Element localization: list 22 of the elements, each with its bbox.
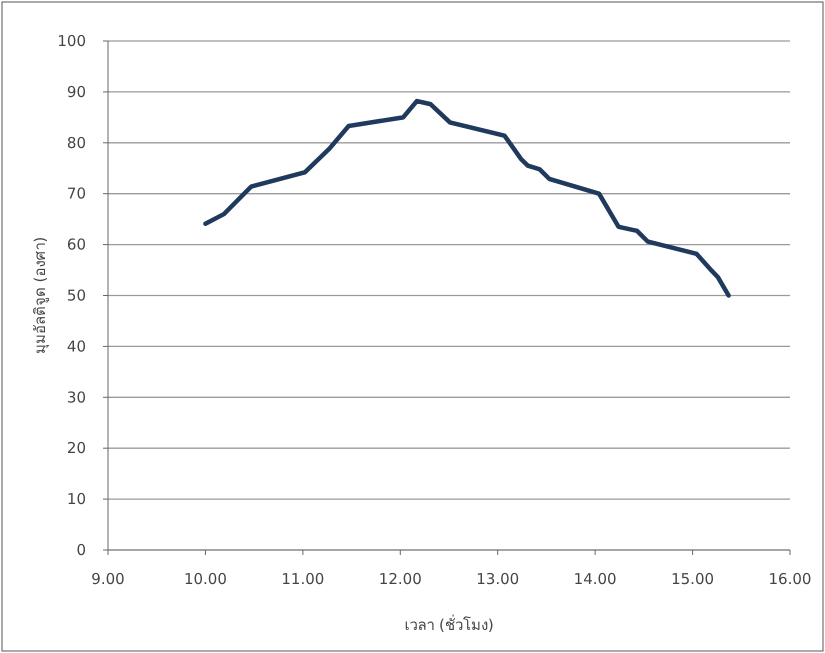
y-tick-label: 90 (66, 82, 86, 101)
y-tick-label: 0 (76, 541, 86, 559)
y-tick-label: 20 (66, 439, 86, 458)
x-tick-label: 15.00 (671, 570, 714, 588)
x-tick-label: 11.00 (281, 570, 324, 588)
x-tick-label: 10.00 (184, 570, 227, 588)
line-series (203, 98, 731, 298)
y-tick-label: 100 (57, 32, 86, 50)
y-tick-label: 10 (66, 490, 86, 508)
y-tick-label: 40 (66, 337, 86, 356)
x-axis-title: เวลา (ชั่วโมง) (404, 614, 494, 634)
y-tick-label: 70 (66, 184, 86, 203)
y-tick-label: 80 (66, 134, 86, 152)
x-tick-label: 9.00 (91, 570, 125, 588)
x-tick-label: 16.00 (768, 570, 812, 588)
y-tick-label: 60 (66, 236, 86, 254)
y-axis-title: มุมอัลติจูด (องศา) (31, 236, 50, 354)
y-tick-label: 30 (66, 388, 86, 406)
y-tick-label: 50 (66, 286, 86, 304)
x-tick-label: 13.00 (476, 570, 520, 588)
x-tick-label: 14.00 (574, 570, 617, 588)
x-tick-label: 12.00 (378, 570, 422, 588)
